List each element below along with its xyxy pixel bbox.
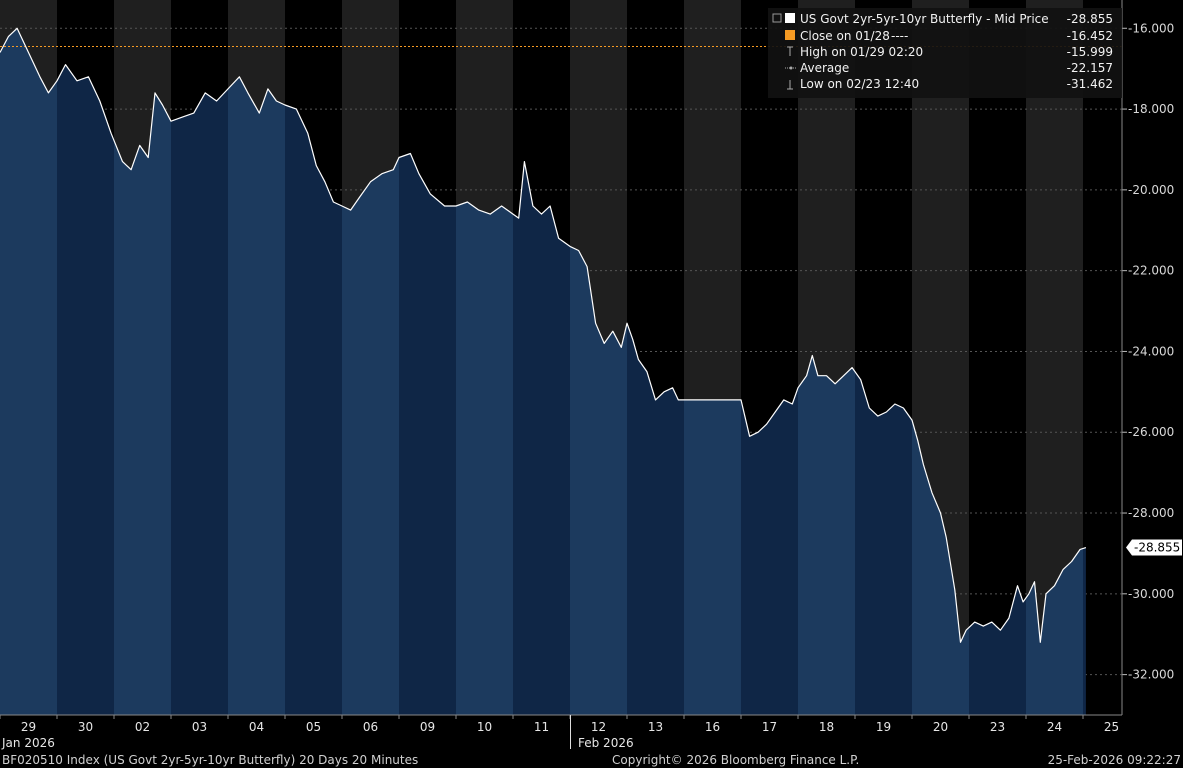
last-value-tag-text: -28.855 bbox=[1134, 541, 1180, 555]
y-tick-label: -28.000 bbox=[1128, 506, 1174, 520]
series-swatch-icon bbox=[785, 13, 795, 23]
y-tick-label: -22.000 bbox=[1128, 264, 1174, 278]
legend-close-label: Close on 01/28 bbox=[800, 29, 890, 43]
legend-collapse-icon[interactable] bbox=[772, 13, 782, 23]
x-tick-label: 05 bbox=[306, 720, 321, 734]
x-tick-label: 25 bbox=[1104, 720, 1119, 734]
x-tick-label: 13 bbox=[648, 720, 663, 734]
y-tick-label: -18.000 bbox=[1128, 102, 1174, 116]
footer-security: BF020510 Index (US Govt 2yr-5yr-10yr But… bbox=[2, 753, 418, 767]
y-axis: -16.000 -18.000 -20.000 -22.000 -24.000 -26.0… bbox=[1121, 0, 1174, 715]
x-tick-label: 30 bbox=[78, 720, 93, 734]
y-tick-label: -26.000 bbox=[1128, 425, 1174, 439]
month-label: Feb 2026 bbox=[578, 736, 634, 750]
y-tick-label: -24.000 bbox=[1128, 344, 1174, 358]
legend-box bbox=[768, 8, 1122, 98]
legend-title-value: -28.855 bbox=[1067, 12, 1113, 26]
last-value-tag-shape bbox=[1126, 539, 1182, 556]
legend[interactable]: US Govt 2yr-5yr-10yr Butterfly - Mid Pri… bbox=[768, 8, 1122, 98]
y-tick-label: -16.000 bbox=[1128, 21, 1174, 35]
close-swatch-icon bbox=[785, 30, 795, 40]
x-tick-label: 04 bbox=[249, 720, 264, 734]
x-tick-label: 19 bbox=[876, 720, 891, 734]
low-marker-icon bbox=[787, 80, 793, 90]
x-tick-label: 24 bbox=[1047, 720, 1062, 734]
legend-high-value: -15.999 bbox=[1067, 45, 1113, 59]
legend-low-label: Low on 02/23 12:40 bbox=[800, 77, 919, 91]
x-tick-label: 17 bbox=[762, 720, 777, 734]
x-tick-label: 12 bbox=[591, 720, 606, 734]
footer-copyright: Copyright© 2026 Bloomberg Finance L.P. bbox=[612, 753, 859, 767]
legend-average-value: -22.157 bbox=[1067, 61, 1113, 75]
x-tick-label: 10 bbox=[477, 720, 492, 734]
day-band-25 bbox=[1083, 0, 1122, 715]
x-tick-label: 03 bbox=[192, 720, 207, 734]
series-line bbox=[0, 27, 1087, 643]
x-axis: 29 30 02 03 04 05 06 09 10 11 12 13 16 17 18 19 20 23 24 25… bbox=[0, 714, 1122, 750]
legend-title: US Govt 2yr-5yr-10yr Butterfly - Mid Pri… bbox=[800, 12, 1049, 26]
x-tick-label: 16 bbox=[705, 720, 720, 734]
month-label: Jan 2026 bbox=[1, 736, 55, 750]
footer-timestamp: 25-Feb-2026 09:22:27 bbox=[1048, 753, 1181, 767]
legend-close-dash: ---- bbox=[891, 29, 908, 43]
y-tick-label: -30.000 bbox=[1128, 587, 1174, 601]
y-tick-label: -20.000 bbox=[1128, 183, 1174, 197]
x-tick-label: 11 bbox=[534, 720, 549, 734]
x-tick-label: 18 bbox=[819, 720, 834, 734]
high-marker-icon bbox=[787, 46, 793, 56]
footer: BF020510 Index (US Govt 2yr-5yr-10yr But… bbox=[2, 753, 1181, 767]
last-value-tag: -28.855 bbox=[1126, 539, 1182, 556]
x-tick-label: 20 bbox=[933, 720, 948, 734]
x-tick-label: 09 bbox=[420, 720, 435, 734]
average-dot-icon bbox=[789, 66, 793, 70]
x-tick-label: 02 bbox=[135, 720, 150, 734]
y-tick-label: -32.000 bbox=[1128, 668, 1174, 682]
legend-average-label: Average bbox=[800, 61, 849, 75]
x-tick-label: 29 bbox=[21, 720, 36, 734]
area-shade-04 bbox=[228, 28, 285, 715]
legend-low-value: -31.462 bbox=[1067, 77, 1113, 91]
legend-close-value: -16.452 bbox=[1067, 29, 1113, 43]
legend-high-label: High on 01/29 02:20 bbox=[800, 45, 923, 59]
area-shade-29 bbox=[0, 28, 57, 715]
x-tick-label: 23 bbox=[990, 720, 1005, 734]
x-tick-label: 06 bbox=[363, 720, 378, 734]
